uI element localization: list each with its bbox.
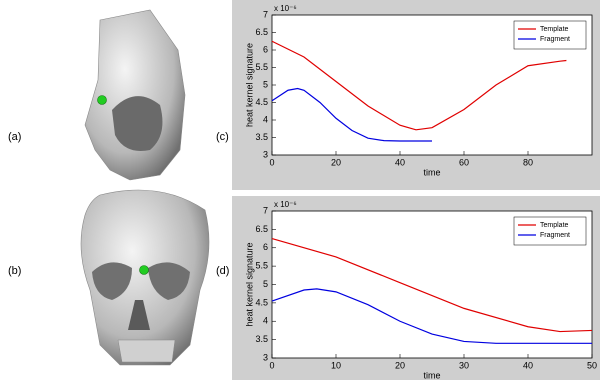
x-tick-label: 60 bbox=[459, 157, 469, 167]
y-tick-label: 4 bbox=[263, 114, 268, 124]
multiplier: x 10⁻⁶ bbox=[274, 200, 297, 209]
x-tick-label: 0 bbox=[269, 360, 274, 370]
panel-label: (c) bbox=[216, 131, 229, 143]
y-tick-label: 6.5 bbox=[255, 27, 268, 37]
x-axis-label: time bbox=[423, 370, 440, 380]
y-tick-label: 7 bbox=[263, 9, 268, 19]
legend: Template Fragment bbox=[514, 21, 586, 49]
legend-label: Fragment bbox=[540, 36, 570, 43]
x-tick-label: 20 bbox=[331, 157, 341, 167]
skull-front bbox=[81, 190, 209, 365]
panel-label: (b) bbox=[8, 265, 21, 277]
y-axis-label: heat kernel signature bbox=[244, 242, 254, 326]
x-tick-label: 20 bbox=[395, 360, 405, 370]
y-tick-label: 3.5 bbox=[255, 334, 268, 344]
x-tick-label: 30 bbox=[459, 360, 469, 370]
y-tick-label: 4.5 bbox=[255, 297, 268, 307]
y-axis-label: heat kernel signature bbox=[244, 43, 254, 127]
y-tick-label: 6 bbox=[263, 242, 268, 252]
legend: Template Fragment bbox=[514, 217, 586, 245]
y-tick-label: 5.5 bbox=[255, 261, 268, 271]
legend-label: Template bbox=[540, 222, 569, 229]
legend-label: Fragment bbox=[540, 232, 570, 239]
y-tick-label: 5.5 bbox=[255, 62, 268, 72]
y-tick-label: 6 bbox=[263, 44, 268, 54]
y-tick-label: 4 bbox=[263, 316, 268, 326]
x-tick-label: 10 bbox=[331, 360, 341, 370]
x-tick-label: 0 bbox=[269, 157, 274, 167]
x-tick-label: 40 bbox=[395, 157, 405, 167]
legend-label: Template bbox=[540, 26, 569, 33]
y-tick-label: 5 bbox=[263, 279, 268, 289]
y-tick-label: 3 bbox=[263, 149, 268, 159]
x-tick-label: 50 bbox=[587, 360, 597, 370]
y-tick-label: 4.5 bbox=[255, 97, 268, 107]
y-tick-label: 5 bbox=[263, 79, 268, 89]
y-tick-label: 3 bbox=[263, 352, 268, 362]
x-tick-label: 80 bbox=[523, 157, 533, 167]
x-tick-label: 40 bbox=[523, 360, 533, 370]
skull-fragment bbox=[85, 10, 185, 180]
multiplier: x 10⁻⁶ bbox=[274, 4, 297, 13]
figure: (a) (b) (c) (d) 02040608033.544.555.566.… bbox=[0, 0, 600, 380]
y-tick-label: 3.5 bbox=[255, 132, 268, 142]
y-tick-label: 7 bbox=[263, 205, 268, 215]
page: {"panel_labels": ["(a)", "(b)", "(c)", "… bbox=[0, 0, 600, 380]
panel-label: (a) bbox=[8, 131, 21, 143]
y-tick-label: 6.5 bbox=[255, 224, 268, 234]
x-axis-label: time bbox=[423, 167, 440, 177]
panel-label: (d) bbox=[216, 265, 229, 277]
